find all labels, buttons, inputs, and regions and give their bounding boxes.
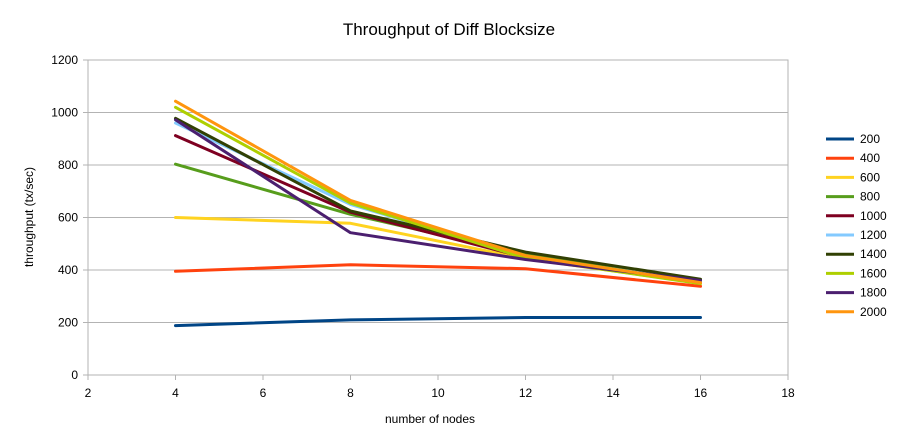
legend-label: 1800 <box>860 286 887 300</box>
x-tick-label: 2 <box>85 386 92 400</box>
series-line-400 <box>174 263 702 288</box>
legend-label: 1200 <box>860 228 887 242</box>
series-line-1000 <box>174 134 702 284</box>
y-tick-label: 0 <box>71 368 78 382</box>
series-line-1400 <box>174 116 702 281</box>
legend-label: 1400 <box>860 247 887 261</box>
x-tick-label: 4 <box>172 386 179 400</box>
x-tick-label: 12 <box>519 386 533 400</box>
x-tick-label: 18 <box>781 386 795 400</box>
chart-title: Throughput of Diff Blocksize <box>343 20 555 39</box>
x-tick-label: 6 <box>260 386 267 400</box>
legend-label: 800 <box>860 190 880 204</box>
x-axis-ticks: 2 4 6 8 10 12 14 16 18 <box>85 375 795 400</box>
y-tick-label: 1200 <box>51 53 78 67</box>
y-axis-ticks: 0 200 400 600 800 1000 1200 <box>51 53 88 382</box>
series-line-2000 <box>174 99 702 285</box>
legend-label: 1000 <box>860 209 887 223</box>
y-tick-label: 800 <box>58 158 78 172</box>
series-line-1600 <box>174 105 702 286</box>
y-tick-label: 200 <box>58 316 78 330</box>
series-lines <box>174 99 702 328</box>
y-tick-label: 400 <box>58 263 78 277</box>
legend-label: 200 <box>860 132 880 146</box>
legend: 200 400 600 800 1000 1200 1400 1600 1800 2000 <box>826 132 887 319</box>
x-tick-label: 10 <box>431 386 445 400</box>
series-line-200 <box>174 316 702 328</box>
x-tick-label: 16 <box>694 386 708 400</box>
series-line-800 <box>174 162 702 282</box>
legend-label: 2000 <box>860 305 887 319</box>
x-tick-label: 8 <box>347 386 354 400</box>
y-axis-label: throughput (tx/sec) <box>22 167 36 267</box>
x-axis-label: number of nodes <box>385 412 475 426</box>
x-tick-label: 14 <box>606 386 620 400</box>
legend-label: 1600 <box>860 266 887 280</box>
legend-label: 400 <box>860 151 880 165</box>
y-tick-label: 1000 <box>51 106 78 120</box>
y-tick-label: 600 <box>58 211 78 225</box>
legend-label: 600 <box>860 170 880 184</box>
series-line-1800 <box>174 118 702 282</box>
